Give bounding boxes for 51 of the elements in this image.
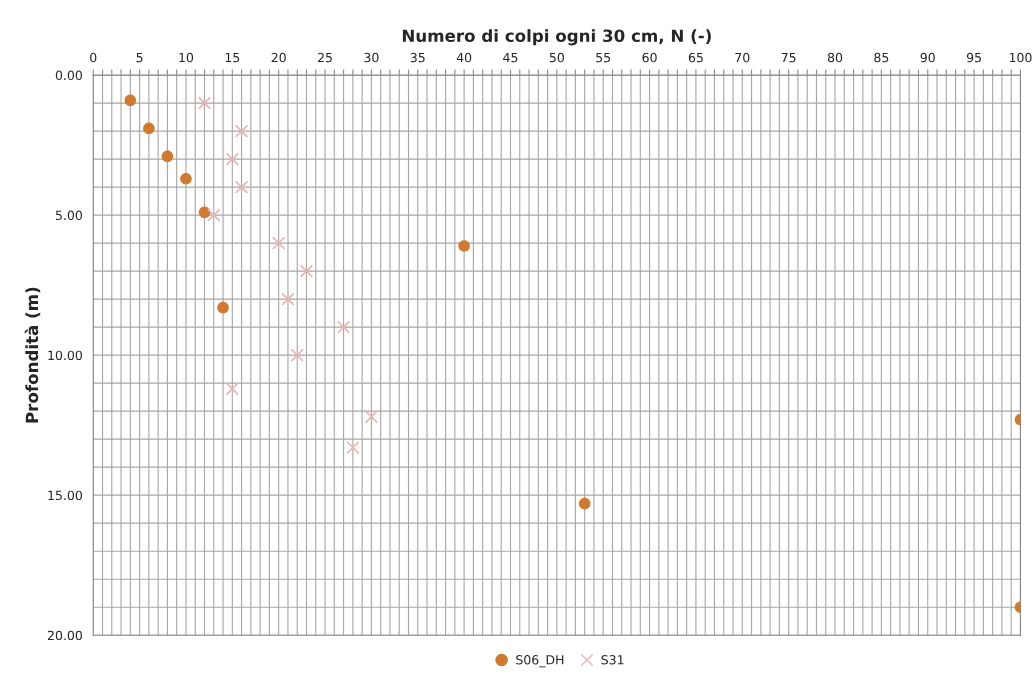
point: [180, 172, 192, 185]
x-tick-label: 85: [874, 52, 889, 63]
point: [458, 240, 470, 252]
y-tick-label: 10.00: [48, 350, 82, 361]
x-tick-label: 40: [456, 52, 472, 63]
x-tick-label: 30: [364, 52, 379, 63]
legend-label: S31: [601, 655, 624, 665]
x-tick-label: 70: [735, 52, 750, 63]
x-tick-label: 60: [642, 52, 657, 63]
x-tick-label: 75: [781, 53, 796, 63]
point: [124, 94, 137, 107]
x-tick-label: 45: [503, 53, 518, 63]
x-tick-label: 0: [90, 52, 97, 63]
x-tick-label: 25: [318, 52, 332, 63]
point: [299, 264, 314, 278]
y-axis-title: Profondità (m): [24, 287, 41, 423]
point: [198, 206, 211, 219]
point: [364, 410, 379, 424]
x-tick-label: 10: [179, 52, 194, 63]
point: [336, 320, 351, 334]
point: [346, 440, 360, 455]
point: [290, 348, 304, 362]
x-tick-label: 95: [966, 52, 981, 63]
point: [225, 382, 239, 396]
x-tick-label: 50: [549, 52, 564, 63]
point: [207, 208, 221, 222]
legend-label: S06_DH: [516, 655, 564, 668]
y-tick-label: 5.00: [55, 210, 82, 221]
point: [272, 236, 286, 250]
point: [143, 122, 155, 135]
point: [197, 96, 212, 110]
point: [217, 301, 229, 314]
point: [281, 292, 295, 306]
y-tick-label: 15.00: [48, 490, 82, 501]
x-tick-label: 5: [136, 53, 143, 63]
x-tick-label: 80: [827, 52, 843, 63]
point: [578, 497, 591, 510]
point: [225, 152, 239, 166]
x-tick-label: 65: [688, 52, 703, 63]
x-tick-label: 55: [596, 53, 611, 63]
x-tick-label: 100: [1009, 52, 1032, 63]
x-tick-label: 35: [410, 52, 425, 63]
y-tick-label: 0.00: [55, 70, 82, 81]
x-tick-label: 15: [225, 53, 240, 63]
point: [234, 180, 249, 194]
y-tick-label: 20.00: [47, 630, 82, 641]
x-tick-label: 20: [271, 52, 286, 63]
point: [161, 150, 174, 163]
x-tick-label: 90: [920, 52, 935, 63]
point: [234, 124, 249, 138]
chart-title: Numero di colpi ogni 30 cm, N (-): [402, 29, 711, 46]
